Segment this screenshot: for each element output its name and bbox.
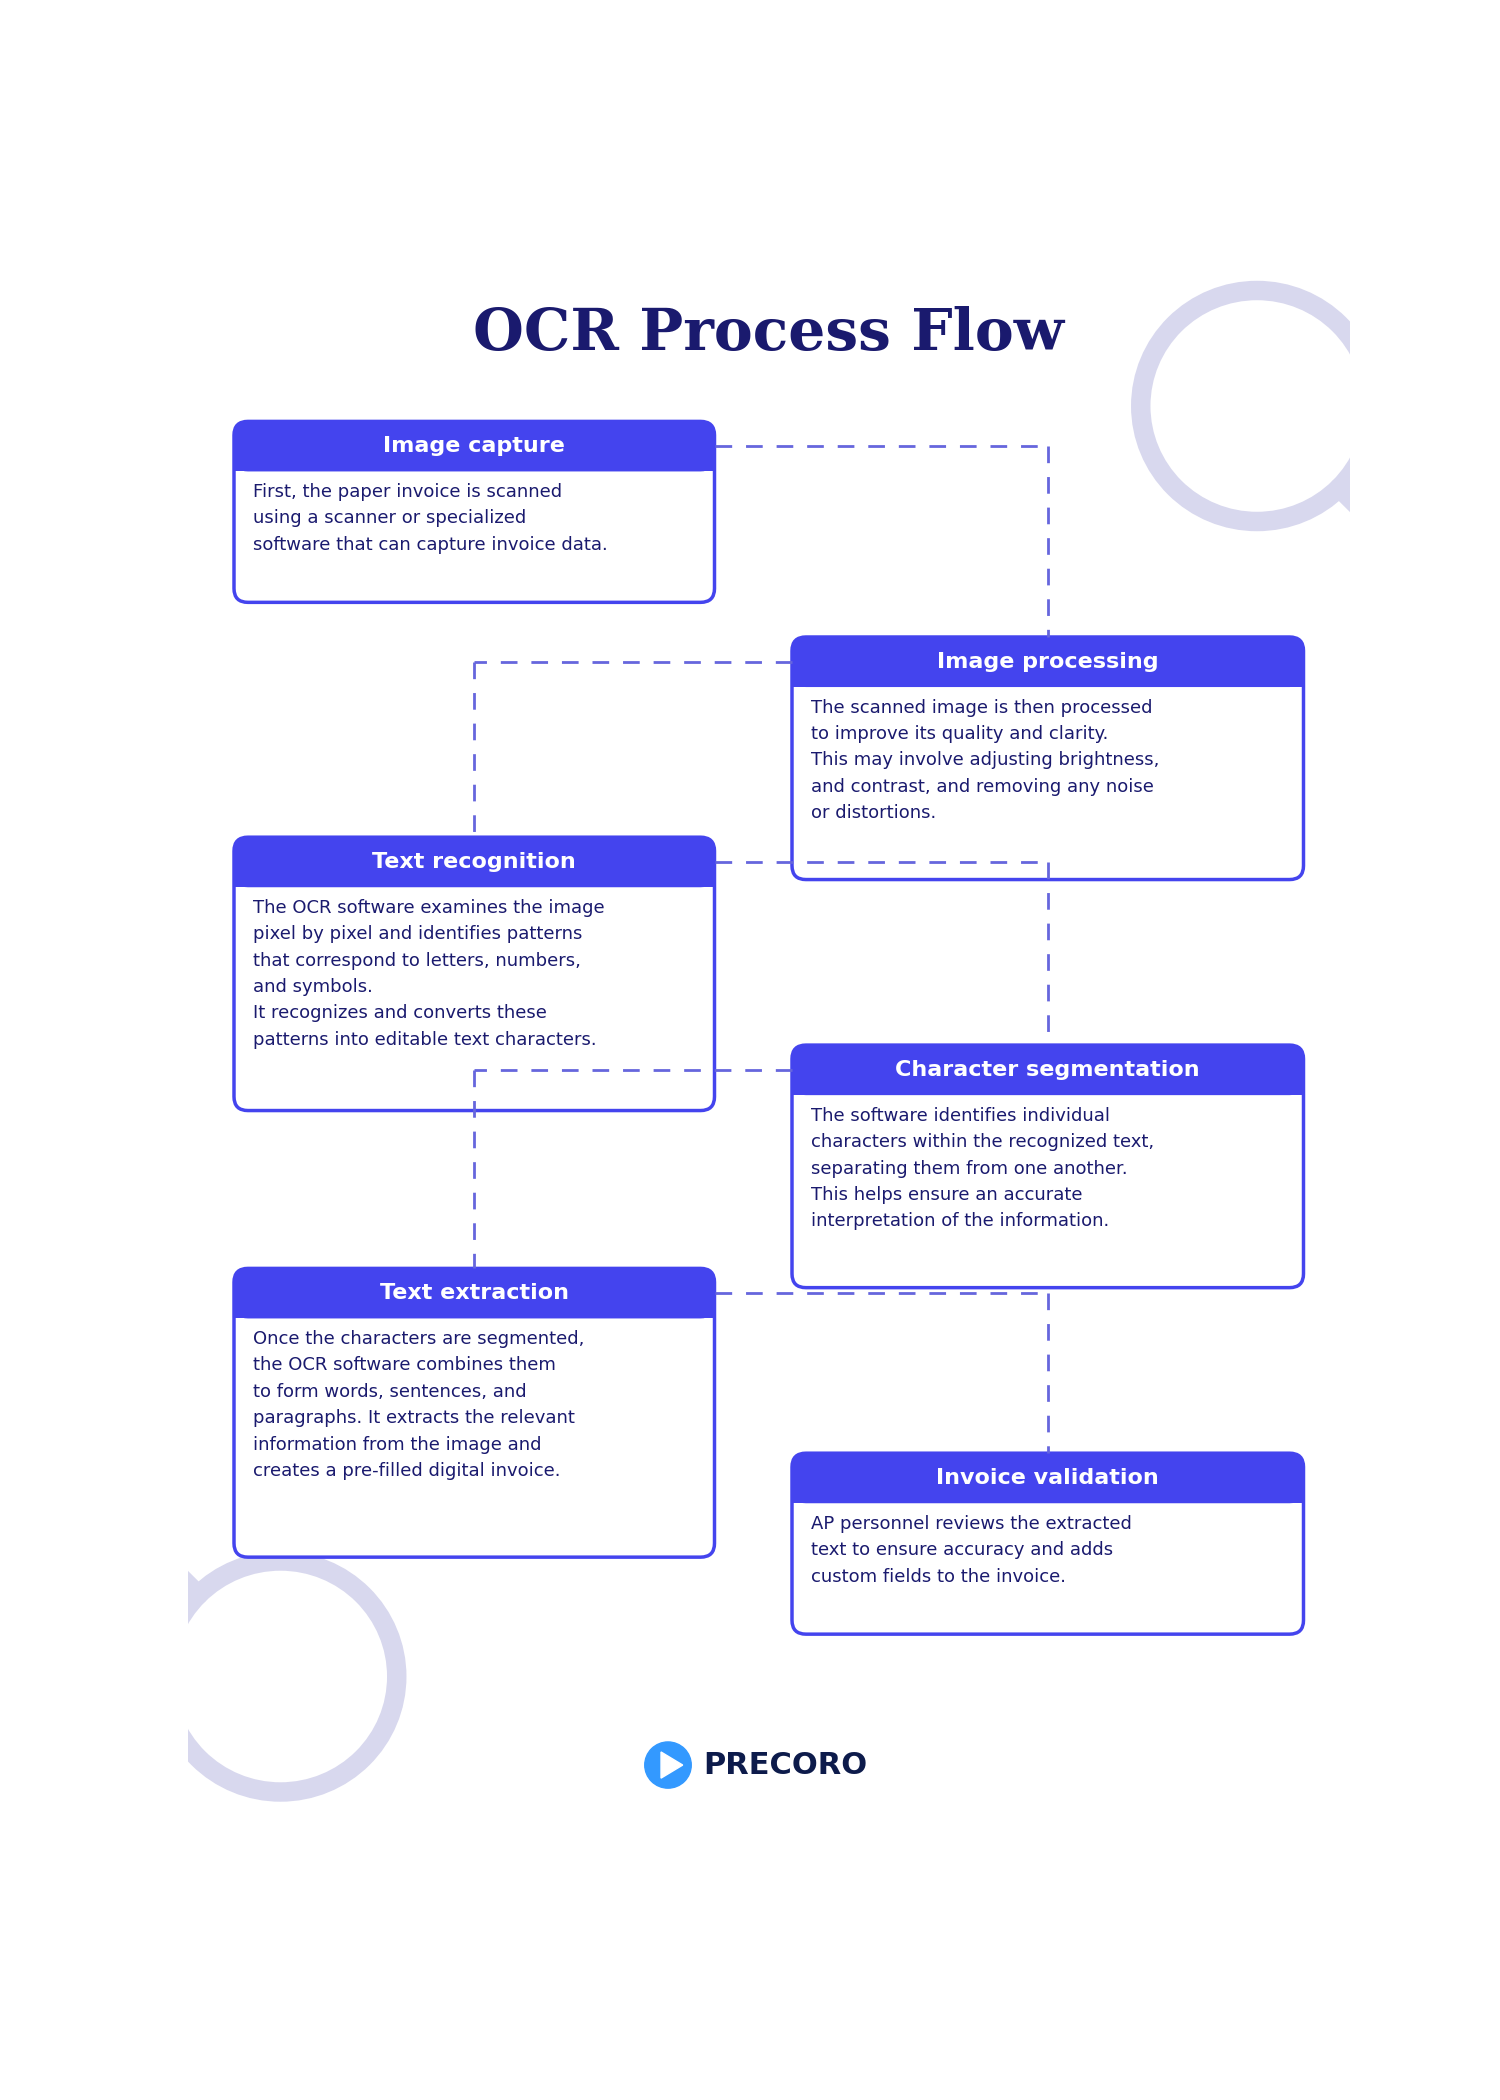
Bar	[792, 662, 1304, 687]
Text: The software identifies individual
characters within the recognized text,
separa: The software identifies individual chara…	[812, 1107, 1155, 1231]
Text: The OCR software examines the image
pixel by pixel and identifies patterns
that : The OCR software examines the image pixe…	[254, 899, 604, 1048]
Bar	[234, 863, 714, 886]
FancyBboxPatch shape	[792, 636, 1304, 880]
FancyBboxPatch shape	[234, 1268, 714, 1558]
FancyBboxPatch shape	[792, 1046, 1304, 1096]
FancyBboxPatch shape	[792, 1453, 1304, 1634]
Circle shape	[645, 1743, 692, 1789]
Bar	[234, 447, 714, 470]
FancyBboxPatch shape	[234, 422, 714, 603]
Text: AP personnel reviews the extracted
text to ensure accuracy and adds
custom field: AP personnel reviews the extracted text …	[812, 1514, 1132, 1586]
Text: Character segmentation: Character segmentation	[896, 1060, 1200, 1079]
Bar	[792, 1478, 1304, 1504]
Text: The scanned image is then processed
to improve its quality and clarity.
This may: The scanned image is then processed to i…	[812, 699, 1160, 823]
FancyBboxPatch shape	[792, 1453, 1304, 1504]
Text: Text recognition: Text recognition	[372, 853, 576, 871]
Bar	[234, 1294, 714, 1319]
Text: Image processing: Image processing	[938, 651, 1158, 672]
FancyBboxPatch shape	[792, 636, 1304, 687]
FancyBboxPatch shape	[234, 838, 714, 886]
FancyBboxPatch shape	[234, 1268, 714, 1319]
Polygon shape	[662, 1751, 682, 1779]
Text: Text extraction: Text extraction	[380, 1283, 568, 1304]
FancyBboxPatch shape	[234, 422, 714, 470]
Text: Image capture: Image capture	[384, 437, 566, 456]
FancyBboxPatch shape	[792, 1046, 1304, 1287]
FancyBboxPatch shape	[234, 838, 714, 1111]
Text: OCR Process Flow: OCR Process Flow	[474, 307, 1065, 361]
Text: Once the characters are segmented,
the OCR software combines them
to form words,: Once the characters are segmented, the O…	[254, 1329, 585, 1480]
Text: PRECORO: PRECORO	[704, 1751, 868, 1779]
Bar	[792, 1071, 1304, 1096]
Text: First, the paper invoice is scanned
using a scanner or specialized
software that: First, the paper invoice is scanned usin…	[254, 483, 608, 554]
Text: Invoice validation: Invoice validation	[936, 1468, 1160, 1489]
